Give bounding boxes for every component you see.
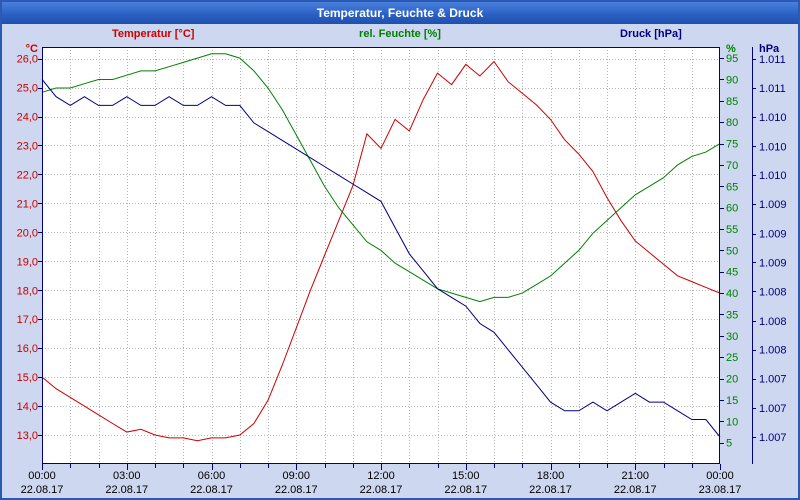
humidity-tick-label: 40 [726,288,738,300]
pressure-tick-label: 1.007 [759,374,787,386]
legend-humidity: rel. Feuchte [%] [359,28,441,40]
pressure-tick-label: 1.011 [759,83,786,95]
date-label: 22.08.17 [614,484,657,496]
series-temperature [41,60,721,442]
temp-tick-label: 13,0 [17,430,38,442]
temp-tick-label: 22,0 [17,169,38,181]
date-label: 22.08.17 [190,484,233,496]
temp-tick-label: 25,0 [17,83,38,95]
temperature-axis: 26,0 25,0 24,0 23,0 22,0 21,0 20,0 19,0 18,0 17,0… [17,54,42,442]
temp-unit-label: °C [26,43,38,55]
line-temperature [41,60,721,442]
pressure-axis: 1.011 1.011 1.010 1.010 1.010 1.009 1.009 1.009… [752,47,787,464]
time-label: 03:00 [113,470,141,482]
time-label: 00:00 [28,470,56,482]
humidity-tick-label: 20 [726,374,738,386]
time-label: 18:00 [537,470,565,482]
humidity-tick-label: 70 [726,160,738,172]
date-label: 23.08.17 [699,484,742,496]
temp-tick-label: 14,0 [17,401,38,413]
humidity-tick-label: 80 [726,117,738,129]
time-label: 15:00 [452,470,480,482]
legend-temperature: Temperatur [°C] [112,28,195,40]
temp-tick-label: 16,0 [17,343,38,355]
humidity-unit-label: % [726,43,736,55]
time-label: 09:00 [282,470,310,482]
pressure-tick-label: 1.009 [759,257,787,269]
window-title: Temperatur, Feuchte & Druck [316,6,484,20]
series-humidity [41,53,721,303]
temp-tick-label: 19,0 [17,256,38,268]
temp-tick-label: 20,0 [17,227,38,239]
pressure-tick-label: 1.010 [759,112,787,124]
humidity-tick-label: 30 [726,331,738,343]
humidity-tick-label: 85 [726,96,738,108]
title-bar[interactable]: Temperatur, Feuchte & Druck [2,2,798,24]
date-label: 22.08.17 [529,484,572,496]
humidity-tick-label: 15 [726,395,738,407]
pressure-tick-label: 1.007 [759,432,787,444]
humidity-tick-label: 65 [726,181,738,193]
humidity-tick-label: 60 [726,203,738,215]
date-label: 22.08.17 [360,484,403,496]
pressure-tick-label: 1.008 [759,345,787,357]
humidity-tick-label: 25 [726,352,738,364]
humidity-tick-label: 90 [726,74,738,86]
line-pressure [41,78,721,438]
pressure-tick-label: 1.010 [759,170,787,182]
humidity-tick-label: 35 [726,309,738,321]
pressure-tick-label: 1.009 [759,199,787,211]
date-label: 22.08.17 [105,484,148,496]
humidity-tick-label: 75 [726,139,738,151]
time-label: 12:00 [367,470,395,482]
time-label: 00:00 [706,470,734,482]
humidity-tick-label: 5 [726,438,732,450]
series-pressure [41,78,721,438]
legend-pressure: Druck [hPa] [620,28,682,40]
date-label: 22.08.17 [444,484,487,496]
temp-tick-label: 26,0 [17,54,38,66]
temp-tick-label: 24,0 [17,112,38,124]
humidity-tick-label: 50 [726,245,738,257]
humidity-axis: 95 90 85 80 75 70 65 60 55 50 45 40 35 30 25 20 15 10 5 [720,53,738,450]
humidity-tick-label: 55 [726,224,738,236]
time-labels: 00:00 22.08.17 03:00 22.08.17 06:00 22.08.17 0… [21,470,742,496]
temp-tick-label: 18,0 [17,285,38,297]
humidity-tick-label: 95 [726,53,738,65]
humidity-tick-label: 45 [726,267,738,279]
pressure-tick-label: 1.008 [759,316,787,328]
plot-border [42,47,720,464]
date-label: 22.08.17 [275,484,318,496]
axis-units: °C% hPa [26,43,780,55]
pressure-tick-label: 1.011 [759,54,786,66]
pressure-tick-label: 1.010 [759,141,787,153]
time-label: 21:00 [621,470,649,482]
time-axis [42,464,721,470]
plot-frame [42,47,720,464]
gridlines [42,47,720,464]
humidity-tick-label: 10 [726,416,738,428]
pressure-tick-label: 1.008 [759,286,787,298]
temp-tick-label: 15,0 [17,372,38,384]
temp-tick-label: 17,0 [17,314,38,326]
line-humidity [41,53,721,303]
temp-tick-label: 21,0 [17,198,38,210]
time-label: 06:00 [198,470,226,482]
pressure-tick-label: 1.009 [759,229,787,241]
pressure-tick-label: 1.007 [759,403,787,415]
temp-tick-label: 23,0 [17,140,38,152]
pressure-unit-label: hPa [759,43,780,55]
date-label: 22.08.17 [21,484,64,496]
